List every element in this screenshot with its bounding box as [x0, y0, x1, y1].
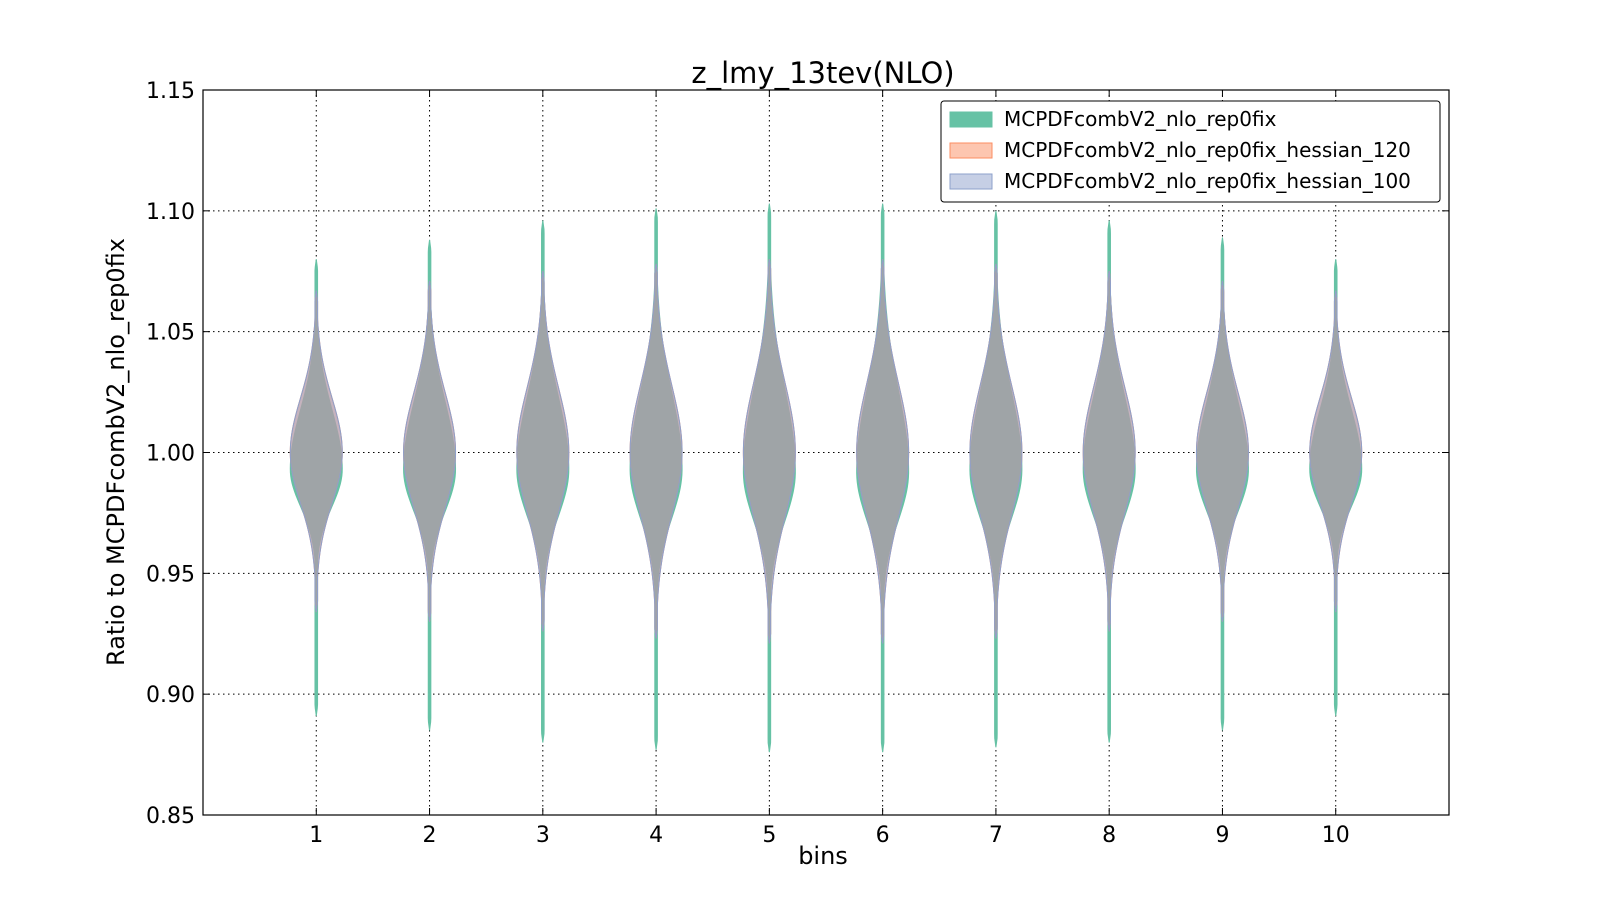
x-axis-label: bins: [798, 842, 848, 870]
x-tick-label: 2: [423, 823, 437, 848]
x-tick-label: 8: [1102, 823, 1116, 848]
violin-3-bin-10: [1309, 290, 1363, 613]
legend-swatch-3: [949, 173, 993, 190]
legend-label-2: MCPDFcombV2_nlo_rep0fix_hessian_120: [1004, 138, 1411, 162]
violin-3-bin-4: [629, 263, 683, 639]
violin-layer: [289, 203, 1363, 753]
x-tick-label: 1: [309, 823, 323, 848]
violin-3-bin-1: [289, 290, 343, 613]
legend-swatch-2: [949, 142, 993, 159]
violin-3-bin-2: [403, 280, 457, 622]
y-tick-label: 1.10: [146, 200, 195, 225]
y-axis-label: Ratio to MCPDFcombV2_nlo_rep0fix: [102, 238, 130, 666]
legend-label-3: MCPDFcombV2_nlo_rep0fix_hessian_100: [1004, 169, 1411, 193]
x-tick-label: 5: [762, 823, 776, 848]
violin-3-bin-5: [742, 259, 796, 644]
y-tick-label: 1.05: [146, 321, 195, 346]
violin-3-bin-9: [1195, 280, 1249, 622]
y-axis-ticks: 0.85 0.90 0.95 1.00 1.05 1.10 1.15: [146, 79, 1449, 829]
legend: MCPDFcombV2_nlo_rep0fix MCPDFcombV2_nlo_r…: [940, 100, 1441, 203]
y-tick-label: 1.15: [146, 79, 195, 104]
violin-3-bin-6: [856, 259, 910, 644]
legend-box: [940, 100, 1441, 203]
y-tick-label: 1.00: [146, 442, 195, 467]
violin-3-bin-7: [969, 263, 1023, 639]
x-tick-label: 4: [649, 823, 663, 848]
chart-title: z_lmy_13tev(NLO): [691, 56, 954, 90]
legend-swatch-1: [949, 111, 993, 128]
x-tick-label: 7: [989, 823, 1003, 848]
y-tick-label: 0.85: [146, 804, 195, 829]
violin-3-bin-3: [516, 271, 570, 632]
x-tick-label: 10: [1322, 823, 1350, 848]
x-tick-label: 9: [1215, 823, 1229, 848]
violin-3-bin-8: [1082, 271, 1136, 632]
y-tick-label: 0.90: [146, 683, 195, 708]
y-tick-label: 0.95: [146, 562, 195, 587]
x-axis-ticks: 1 2 3 4 5 6 7 8 9 10: [309, 90, 1350, 848]
x-tick-label: 3: [536, 823, 550, 848]
legend-label-1: MCPDFcombV2_nlo_rep0fix: [1004, 107, 1277, 131]
x-tick-label: 6: [876, 823, 890, 848]
